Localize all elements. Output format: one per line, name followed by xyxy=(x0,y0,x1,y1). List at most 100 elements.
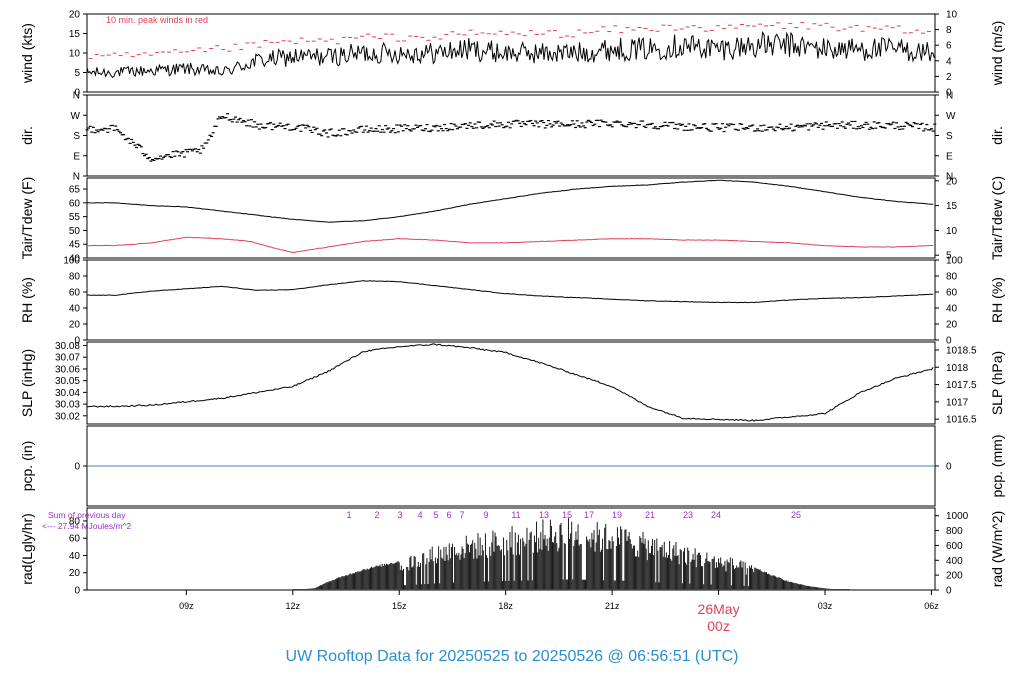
x-tick-label: 15z xyxy=(392,601,407,611)
y-tick-label: 0 xyxy=(74,462,80,473)
y-tick-label: 20 xyxy=(69,10,81,21)
y-right-axis-title: wind (m/s) xyxy=(989,21,1005,87)
rad-sum-label: Sum of previous day xyxy=(48,510,126,520)
y-tick-label: 60 xyxy=(69,198,81,209)
x-date-tick-label: 00z xyxy=(707,618,730,634)
y-right-tick-label: 2 xyxy=(946,72,952,83)
y-right-tick-label: 0 xyxy=(946,462,952,473)
panel-pcp: 0 0 pcp. (in) pcp. (mm) xyxy=(19,425,1005,507)
sun-mark-label: 13 xyxy=(539,510,549,520)
y-right-tick-label: 1018 xyxy=(946,363,969,374)
y-tick-label: 80 xyxy=(69,516,81,527)
x-tick-label: 03z xyxy=(818,601,833,611)
x-tick-label: 21z xyxy=(605,601,620,611)
y-right-axis-title: dir. xyxy=(989,126,1005,145)
y-axis-title: pcp. (in) xyxy=(19,441,35,492)
sun-mark-label: 17 xyxy=(584,510,594,520)
y-tick-label: 0 xyxy=(74,336,80,347)
y-tick-label: 65 xyxy=(69,185,81,196)
y-right-tick-label: 20 xyxy=(946,320,958,331)
y-axis-title: RH (%) xyxy=(19,277,35,323)
wind-speed-line xyxy=(86,30,935,78)
y-axis-title: rad(Lgly/hr) xyxy=(19,513,35,585)
y-tick-label: 40 xyxy=(69,304,81,315)
air-temp-line xyxy=(86,179,934,223)
y-right-tick-label: 800 xyxy=(946,526,963,537)
sun-mark-label: 23 xyxy=(683,510,693,520)
dewpoint-line xyxy=(86,236,934,254)
y-tick-label: 60 xyxy=(69,534,81,545)
y-axis-title: Tair/Tdew (F) xyxy=(19,177,35,259)
slp-line xyxy=(86,343,934,422)
y-right-tick-label: 600 xyxy=(946,541,963,552)
sun-mark-label: 9 xyxy=(483,510,488,520)
rh-line xyxy=(87,280,934,304)
y-right-tick-label: 4 xyxy=(946,56,952,67)
y-tick-label: 30.06 xyxy=(55,364,80,375)
y-right-tick-label: 10 xyxy=(946,226,958,237)
y-right-tick-label: 5 xyxy=(946,251,952,262)
y-tick-label: 45 xyxy=(69,240,81,251)
x-tick-label: 06z xyxy=(924,601,939,611)
panel-frame xyxy=(86,13,936,93)
y-right-axis-title: rad (W/m^2) xyxy=(989,511,1005,588)
y-tick-label: 20 xyxy=(69,568,81,579)
y-tick-label: 5 xyxy=(74,68,80,79)
rad-sum-value: <--- 27.94 MJoules/m^2 xyxy=(42,521,132,531)
y-axis-title: dir. xyxy=(19,126,35,145)
y-right-tick-label: 0 xyxy=(946,88,952,99)
y-tick-label: 30.05 xyxy=(55,376,80,387)
y-axis-title: SLP (inHg) xyxy=(19,349,35,417)
y-right-tick-label: 200 xyxy=(946,571,963,582)
page-title: UW Rooftop Data for 20250525 to 20250526… xyxy=(285,648,739,665)
y-right-tick-label: 40 xyxy=(946,304,958,315)
x-tick-label: 09z xyxy=(179,601,194,611)
sun-mark-label: 6 xyxy=(446,510,451,520)
y-tick-label: S xyxy=(73,131,80,142)
y-right-axis-title: Tair/Tdew (C) xyxy=(989,176,1005,260)
y-tick-label: E xyxy=(73,151,80,162)
sun-mark-label: 21 xyxy=(645,510,655,520)
y-tick-label: 30.03 xyxy=(55,400,80,411)
y-tick-label: 30.07 xyxy=(55,353,80,364)
y-right-axis-title: RH (%) xyxy=(989,277,1005,323)
y-right-tick-label: 6 xyxy=(946,41,952,52)
y-tick-label: 80 xyxy=(69,272,81,283)
y-right-tick-label: 80 xyxy=(946,272,958,283)
sun-mark-label: 19 xyxy=(612,510,622,520)
y-right-axis-title: pcp. (mm) xyxy=(989,435,1005,498)
y-right-tick-label: 60 xyxy=(946,288,958,299)
y-tick-label: W xyxy=(71,111,81,122)
y-right-tick-label: 8 xyxy=(946,25,952,36)
y-tick-label: 40 xyxy=(69,551,81,562)
sun-mark-label: 5 xyxy=(433,510,438,520)
y-tick-label: 0 xyxy=(74,586,80,597)
sun-mark-label: 7 xyxy=(459,510,464,520)
panel-frame xyxy=(86,177,936,259)
sun-mark-label: 4 xyxy=(417,510,422,520)
y-tick-label: 0 xyxy=(74,88,80,99)
y-right-tick-label: 0 xyxy=(946,336,952,347)
panel-rh: 0 20 40 60 80 100 0 20 40 60 80 100 RH (%) RH (%) xyxy=(19,256,1005,347)
y-tick-label: 30.04 xyxy=(55,388,80,399)
y-tick-label: 55 xyxy=(69,212,81,223)
y-right-tick-label: 1017 xyxy=(946,397,969,408)
y-right-tick-label: S xyxy=(946,131,953,142)
y-right-tick-label: 10 xyxy=(946,10,958,21)
y-tick-label: 30.02 xyxy=(55,411,80,422)
x-date-label: 26May xyxy=(698,601,740,617)
panel-temp: 40 45 50 55 60 65 5 10 15 20 Tair/Tdew (F) Tair/Tde… xyxy=(19,176,1005,265)
sun-mark-label: 15 xyxy=(562,510,572,520)
time-axis: 26May 00z 09z 12z 15z 18z 21z 03z 06z xyxy=(179,590,939,634)
sun-mark-label: 2 xyxy=(374,510,379,520)
y-right-tick-label: 20 xyxy=(946,176,958,187)
y-tick-label: 50 xyxy=(69,226,81,237)
y-right-axis-title: SLP (hPa) xyxy=(989,351,1005,415)
sun-mark-label: 1 xyxy=(346,510,351,520)
y-right-tick-label: 1017.5 xyxy=(946,380,977,391)
sun-mark-label: 11 xyxy=(511,510,520,520)
sun-mark-label: 25 xyxy=(791,510,801,520)
